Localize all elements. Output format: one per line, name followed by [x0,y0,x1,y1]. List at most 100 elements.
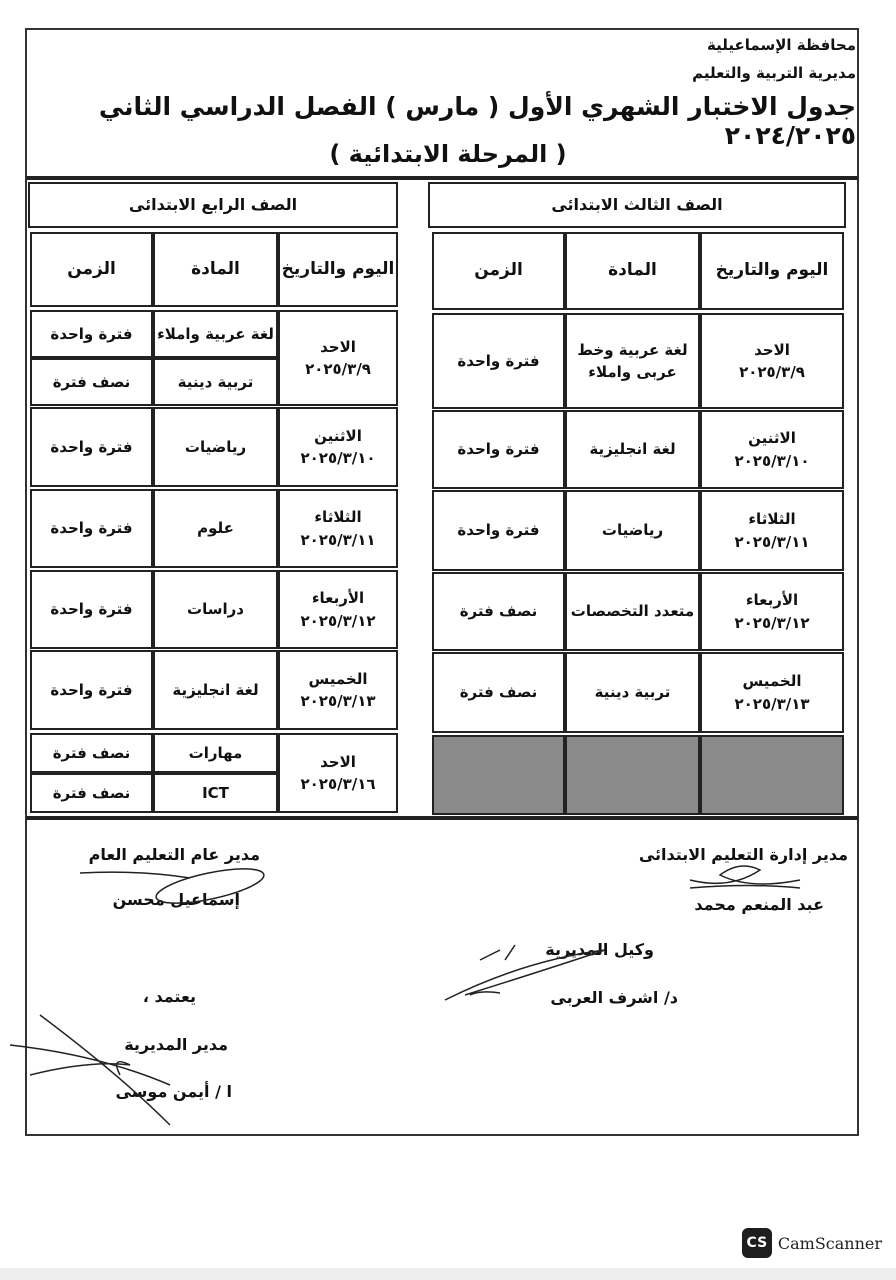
time-cell: فترة واحدة [432,313,565,409]
grade4-title-text: الصف الرابع الابتدائى [128,195,298,214]
grade3-header-day-text: اليوم والتاريخ [715,260,829,281]
divider [26,816,858,820]
time-cell: فترة واحدة [432,490,565,571]
time-cell-text: نصف فترة [459,683,538,702]
day-date-cell: الاحد ٢٠٢٥/٣/٩ [278,310,398,406]
day-label: الأربعاء [311,589,365,607]
time-cell-text: فترة واحدة [457,440,540,459]
time-cell: نصف فترة [30,773,153,813]
grade4-header-subject: المادة [153,232,278,307]
date-label: ٢٠٢٥/٣/١٢ [300,611,376,630]
general-director-title: مدير عام التعليم العام [88,845,260,864]
time-cell: فترة واحدة [30,310,153,358]
governorate-label: محافظة الإسماعيلية [707,36,856,54]
subject-cell: رياضيات [153,407,278,487]
day-date-cell: الخميس ٢٠٢٥/٣/١٣ [700,652,844,733]
time-cell: فترة واحدة [30,650,153,730]
time-cell-text: فترة واحدة [50,680,133,699]
time-cell-text: نصف فترة [52,743,131,762]
time-cell: نصف فترة [30,733,153,773]
day-label: الاثنين [748,429,796,447]
day-label: الاثنين [314,426,362,445]
directorate-head-title: مدير المديرية [124,1035,228,1054]
subject-cell: تربية دينية [153,358,278,406]
subject-cell-text: تربية دينية [177,372,254,391]
document-border [25,28,859,1136]
date-label: ٢٠٢٥/٣/١١ [300,530,376,549]
date-label: ٢٠٢٥/٣/١٣ [734,694,810,713]
time-cell-text: فترة واحدة [50,519,133,538]
grade3-header-subject: المادة [565,232,700,310]
day-date-cell: الثلاثاء ٢٠٢٥/٣/١١ [700,490,844,571]
time-cell-text: نصف فترة [52,783,131,802]
approval-label: يعتمد ، [142,987,196,1006]
grade3-header-subject-text: المادة [608,260,657,281]
date-label: ٢٠٢٥/٣/٩ [739,363,805,381]
subject-cell: لغة عربية وخط عربى واملاء [565,313,700,409]
subject-cell-text: تربية دينية [594,683,671,702]
subject-cell: علوم [153,489,278,568]
day-date-cell: الاثنين ٢٠٢٥/٣/١٠ [700,410,844,489]
date-label: ٢٠٢٥/٣/١٠ [734,451,810,470]
time-cell: فترة واحدة [432,410,565,489]
grade3-title: الصف الثالث الابتدائى [428,182,846,228]
subject-cell-text: علوم [197,519,234,538]
general-director-name: إسماعيل محسن [112,890,240,909]
time-cell-text: فترة واحدة [50,324,133,343]
subject-cell-text: ICT [202,783,229,802]
date-label: ٢٠٢٥/٣/١١ [734,532,810,551]
camscanner-logo-icon: CS [741,1228,772,1258]
time-cell-text: فترة واحدة [457,521,540,540]
day-date-cell: الأربعاء ٢٠٢٥/٣/١٢ [700,572,844,651]
date-label: ٢٠٢٥/٣/١٦ [300,775,376,793]
date-label: ٢٠٢٥/٣/١٣ [300,692,376,710]
grade4-header-day: اليوم والتاريخ [278,232,398,307]
document-subtitle: ( المرحلة الابتدائية ) [329,140,567,168]
subject-cell-text: دراسات [187,600,244,619]
deputy-title: وكيل المديرية [545,940,654,959]
day-label: الثلاثاء [314,508,362,526]
day-label: الأربعاء [745,591,799,609]
time-cell: فترة واحدة [30,570,153,649]
empty-cell [432,735,565,815]
deputy-name: د/ اشرف العربى [550,988,678,1007]
subject-cell-text: لغة انجليزية [172,680,259,699]
subject-cell: تربية دينية [565,652,700,733]
bottom-bar [0,1268,896,1280]
grade4-header-subject-text: المادة [191,258,240,279]
primary-director-name: عبد المنعم محمد [694,895,824,914]
grade3-header-day: اليوم والتاريخ [700,232,844,310]
divider [26,176,858,180]
subject-cell-text: لغة عربية وخط عربى واملاء [577,340,688,382]
subject-cell: لغة انجليزية [153,650,278,730]
grade4-header-day-text: اليوم والتاريخ [281,258,395,279]
day-date-cell: الأربعاء ٢٠٢٥/٣/١٢ [278,570,398,649]
day-date-cell: الخميس ٢٠٢٥/٣/١٣ [278,650,398,730]
day-date-cell: الاحد ٢٠٢٥/٣/١٦ [278,733,398,813]
day-label: الخميس [308,669,368,688]
grade3-header-time: الزمن [432,232,565,310]
date-label: ٢٠٢٥/٣/٩ [305,360,371,378]
subject-cell-text: رياضيات [601,521,664,540]
day-label: الاحد [754,340,790,359]
time-cell: فترة واحدة [30,407,153,487]
subject-cell-text: لغة انجليزية [589,440,676,459]
time-cell-text: فترة واحدة [457,351,540,370]
grade4-title: الصف الرابع الابتدائى [28,182,398,228]
subject-cell: لغة عربية واملاء [153,310,278,358]
day-date-cell: الاثنين ٢٠٢٥/٣/١٠ [278,407,398,487]
empty-cell [565,735,700,815]
subject-cell: دراسات [153,570,278,649]
time-cell: نصف فترة [432,572,565,651]
empty-cell [700,735,844,815]
subject-cell: ICT [153,773,278,813]
time-cell: نصف فترة [30,358,153,406]
time-cell: نصف فترة [432,652,565,733]
time-cell-text: فترة واحدة [50,600,133,619]
time-cell-text: نصف فترة [52,372,131,391]
subject-cell: لغة انجليزية [565,410,700,489]
subject-cell-text: متعدد التخصصات [570,602,695,621]
date-label: ٢٠٢٥/٣/١٠ [300,449,376,467]
primary-director-title: مدير إدارة التعليم الابتدائى [638,845,848,864]
time-cell-text: فترة واحدة [50,437,133,456]
